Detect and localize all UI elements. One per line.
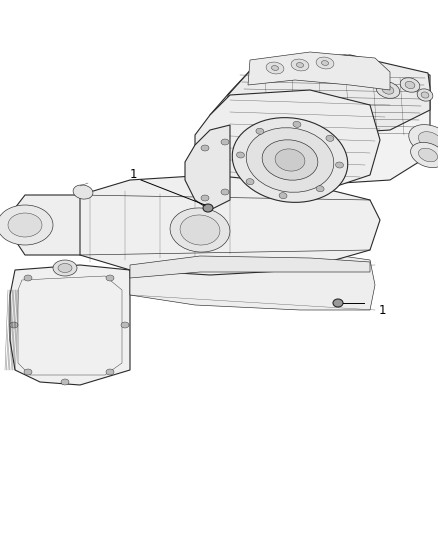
Ellipse shape [221, 189, 229, 195]
Ellipse shape [256, 128, 264, 134]
Ellipse shape [10, 322, 18, 328]
Ellipse shape [237, 152, 244, 158]
Ellipse shape [0, 205, 53, 245]
Ellipse shape [336, 162, 343, 168]
Ellipse shape [53, 260, 77, 276]
Ellipse shape [405, 82, 415, 88]
Ellipse shape [326, 135, 334, 141]
Polygon shape [248, 52, 390, 90]
Ellipse shape [246, 128, 334, 192]
Polygon shape [228, 55, 430, 140]
Ellipse shape [266, 62, 284, 74]
Ellipse shape [170, 208, 230, 252]
Ellipse shape [180, 215, 220, 245]
Polygon shape [60, 175, 380, 275]
Ellipse shape [24, 369, 32, 375]
Ellipse shape [418, 148, 438, 162]
Ellipse shape [321, 61, 328, 66]
Polygon shape [130, 240, 375, 310]
Ellipse shape [232, 118, 348, 203]
Ellipse shape [421, 92, 429, 98]
Ellipse shape [410, 142, 438, 167]
Ellipse shape [73, 185, 93, 199]
Ellipse shape [121, 322, 129, 328]
Ellipse shape [8, 213, 42, 237]
Ellipse shape [279, 192, 287, 199]
Ellipse shape [418, 132, 438, 148]
Polygon shape [210, 55, 430, 185]
Ellipse shape [262, 140, 318, 180]
Polygon shape [185, 125, 230, 210]
Ellipse shape [376, 82, 400, 98]
Ellipse shape [417, 89, 433, 101]
Ellipse shape [400, 78, 420, 92]
Polygon shape [130, 256, 370, 278]
Text: 1: 1 [129, 168, 137, 182]
Ellipse shape [291, 59, 309, 71]
Ellipse shape [201, 195, 209, 201]
Ellipse shape [293, 122, 301, 127]
Ellipse shape [382, 86, 394, 94]
Ellipse shape [58, 263, 72, 272]
Ellipse shape [316, 185, 324, 192]
Polygon shape [195, 90, 380, 200]
Ellipse shape [221, 139, 229, 145]
Ellipse shape [246, 179, 254, 185]
Ellipse shape [316, 57, 334, 69]
Ellipse shape [24, 275, 32, 281]
Ellipse shape [201, 145, 209, 151]
Polygon shape [10, 265, 130, 385]
Ellipse shape [61, 269, 69, 275]
Ellipse shape [106, 275, 114, 281]
Ellipse shape [106, 369, 114, 375]
Ellipse shape [272, 66, 279, 70]
Ellipse shape [275, 149, 305, 171]
Ellipse shape [333, 299, 343, 307]
Ellipse shape [409, 125, 438, 156]
Text: 1: 1 [378, 304, 386, 318]
Polygon shape [10, 195, 80, 255]
Ellipse shape [297, 62, 304, 67]
Ellipse shape [61, 379, 69, 385]
Ellipse shape [203, 204, 213, 212]
